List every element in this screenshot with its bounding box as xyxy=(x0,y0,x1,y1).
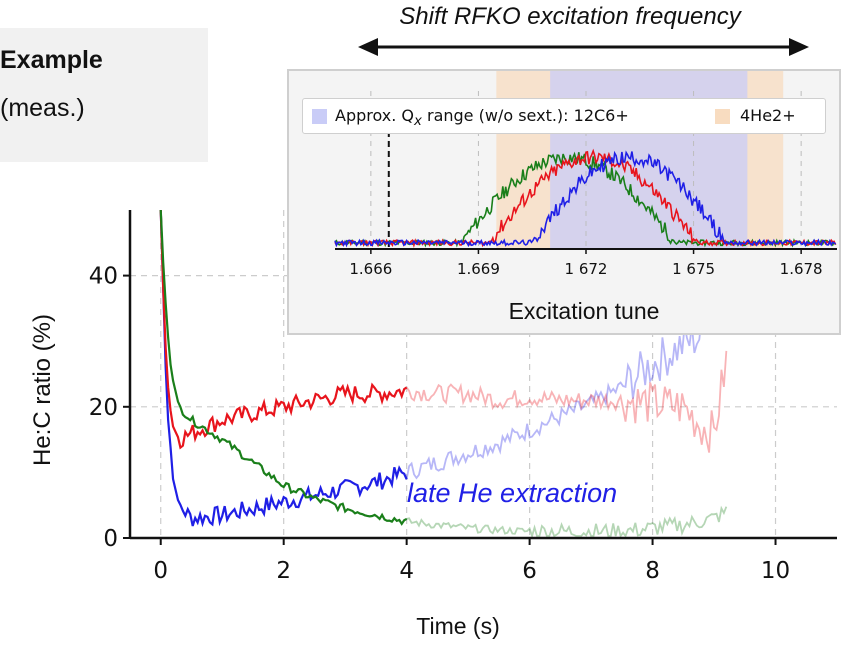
x-tick-label: 4 xyxy=(399,558,414,584)
series-line-red-faded xyxy=(405,350,728,453)
inset-legend: Approx. Qx range (w/o sext.): 12C6+ 4He2… xyxy=(302,98,826,134)
x-tick-label: 10 xyxy=(761,558,790,584)
y-axis-label: He:C ratio (%) xyxy=(29,314,56,466)
series-line-blue xyxy=(159,209,408,528)
series-line-green-faded xyxy=(406,505,728,540)
shift-arrow-left-head xyxy=(358,38,378,56)
x-tick-label: 2 xyxy=(276,558,291,584)
series-line-green xyxy=(159,209,408,526)
series-line-red xyxy=(159,209,408,450)
inset-x-axis-label: Excitation tune xyxy=(509,298,660,324)
series-line-blue-faded xyxy=(405,316,703,480)
x-tick-label: 0 xyxy=(153,558,168,584)
inset-x-tick-label: 1.669 xyxy=(457,260,500,278)
shift-arrow-label: Shift RFKO excitation frequency xyxy=(399,3,741,30)
y-tick-label: 40 xyxy=(89,264,118,290)
late-he-annotation: late He extraction xyxy=(407,478,618,508)
y-tick-label: 20 xyxy=(89,395,118,421)
legend-swatch-blue-band xyxy=(312,109,327,124)
legend-swatch-orange-band xyxy=(715,109,730,124)
y-tick-label: 0 xyxy=(103,526,118,552)
inset-x-tick-label: 1 672 xyxy=(565,260,608,278)
x-tick-label: 6 xyxy=(522,558,537,584)
inset-x-tick-label: 1.666 xyxy=(349,260,392,278)
inset-series-blue xyxy=(334,150,837,248)
annotation-title: Example xyxy=(0,46,103,74)
legend-label-qx-range: Approx. Qx range (w/o sext.): 12C6+ xyxy=(335,106,629,130)
legend-label-he: 4He2+ xyxy=(740,106,796,125)
inset-series-red xyxy=(334,148,837,249)
annotation-subtitle: (meas.) xyxy=(0,94,85,122)
x-tick-label: 8 xyxy=(645,558,660,584)
inset-x-tick-label: 1.678 xyxy=(780,260,823,278)
inset-x-tick-label: 1 675 xyxy=(672,260,715,278)
x-axis-label: Time (s) xyxy=(416,613,499,639)
annotation-box xyxy=(0,28,208,162)
shift-arrow-right-head xyxy=(789,38,809,56)
